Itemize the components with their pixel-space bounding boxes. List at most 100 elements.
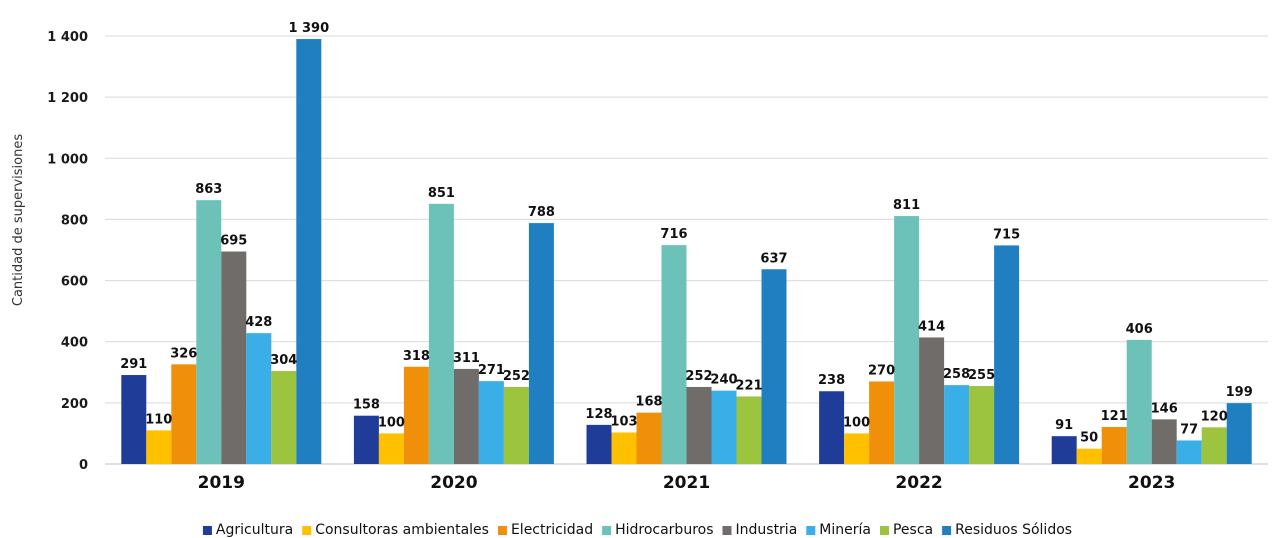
data-label: 168 [635, 395, 662, 410]
bars-layer [121, 39, 1252, 465]
x-tick-label: 2023 [1128, 473, 1175, 493]
data-label: 100 [378, 415, 405, 430]
bar [919, 337, 945, 464]
data-label: 221 [735, 378, 762, 393]
data-label: 91 [1055, 418, 1073, 433]
bar [1101, 427, 1127, 464]
bar [1201, 427, 1227, 464]
legend-item: Electricidad [497, 522, 593, 538]
data-label: 1 390 [288, 21, 329, 36]
legend-item: Agricultura [202, 522, 293, 538]
x-tick-label: 2022 [895, 473, 942, 493]
data-label: 199 [1226, 385, 1253, 400]
legend-label: Hidrocarburos [615, 522, 713, 538]
bar [586, 424, 612, 464]
bar [246, 333, 272, 464]
bar [761, 269, 787, 464]
data-label: 326 [170, 346, 197, 361]
data-label: 252 [685, 369, 712, 384]
data-label: 428 [245, 315, 272, 330]
bar [171, 364, 197, 464]
legend-swatch [497, 526, 507, 535]
data-label: 695 [220, 234, 247, 249]
data-label: 158 [353, 398, 380, 413]
bar [296, 39, 322, 465]
data-label: 240 [710, 373, 737, 388]
bar [196, 200, 222, 464]
legend-label: Agricultura [216, 522, 293, 538]
legend-label: Residuos Sólidos [955, 522, 1072, 538]
legend-label: Pesca [893, 522, 933, 538]
legend-label: Electricidad [511, 522, 593, 538]
legend-item: Pesca [879, 522, 933, 538]
data-label: 863 [195, 182, 222, 197]
legend-swatch [806, 526, 816, 535]
bar [819, 391, 845, 464]
y-tick-label: 1 000 [47, 152, 88, 167]
data-label: 271 [478, 363, 505, 378]
data-label: 291 [120, 357, 147, 372]
data-label: 103 [610, 415, 637, 430]
data-label: 304 [270, 353, 297, 368]
legend-swatch [302, 526, 312, 535]
y-tick-label: 800 [61, 213, 88, 228]
data-label: 258 [943, 367, 970, 382]
y-tick-label: 1 200 [47, 91, 88, 106]
data-label: 851 [428, 186, 455, 201]
data-label: 255 [968, 368, 995, 383]
axis-layer: 0 200 400 600 800 1 000 1 200 1 400 2019 2020 2021… [47, 30, 1175, 493]
bar [146, 430, 172, 464]
bar [403, 366, 429, 464]
labels-layer: 291 110 326 863 695 428 304 1 390 158 100 318 851 31… [120, 21, 1253, 446]
bar [1151, 419, 1177, 464]
bar [1076, 448, 1102, 464]
y-tick-label: 400 [61, 336, 88, 351]
bar [994, 245, 1020, 464]
bar [844, 433, 870, 464]
legend-item: Residuos Sólidos [942, 522, 1072, 538]
data-label: 77 [1180, 422, 1198, 437]
data-label: 128 [585, 407, 612, 422]
data-label: 146 [1151, 401, 1178, 416]
data-label: 110 [145, 412, 172, 427]
legend-label: Consultoras ambientales [315, 522, 489, 538]
bar [661, 245, 687, 464]
data-label: 50 [1080, 431, 1098, 446]
bar [611, 432, 637, 464]
legend-label: Minería [819, 522, 871, 538]
legend: Agricultura Consultoras ambientales Electr… [202, 522, 1072, 538]
bar [1051, 436, 1077, 464]
bar [711, 390, 737, 464]
y-tick-label: 1 400 [47, 30, 88, 45]
data-label: 318 [403, 349, 430, 364]
bar [378, 433, 404, 464]
bar [1226, 403, 1252, 464]
bar [1126, 339, 1152, 464]
bar [453, 368, 479, 464]
legend-swatch [602, 526, 612, 535]
bar [636, 412, 662, 464]
bar [121, 375, 147, 464]
y-tick-label: 0 [79, 458, 88, 473]
data-label: 788 [528, 205, 555, 220]
data-label: 252 [503, 369, 530, 384]
y-axis-title: Cantidad de supervisiones [11, 134, 26, 306]
legend-swatch [879, 526, 889, 535]
bar [969, 386, 995, 464]
bar [478, 381, 504, 464]
x-tick-label: 2019 [198, 473, 245, 493]
legend-item: Industria [722, 522, 798, 538]
data-label: 120 [1201, 409, 1228, 424]
bar [894, 216, 920, 464]
bar [944, 385, 970, 464]
y-tick-label: 200 [61, 397, 88, 412]
data-label: 406 [1126, 322, 1153, 337]
data-label: 311 [453, 351, 480, 366]
legend-item: Minería [806, 522, 871, 538]
bar [528, 223, 554, 464]
data-label: 414 [918, 319, 945, 334]
legend-label: Industria [736, 522, 798, 538]
data-label: 715 [993, 227, 1020, 242]
